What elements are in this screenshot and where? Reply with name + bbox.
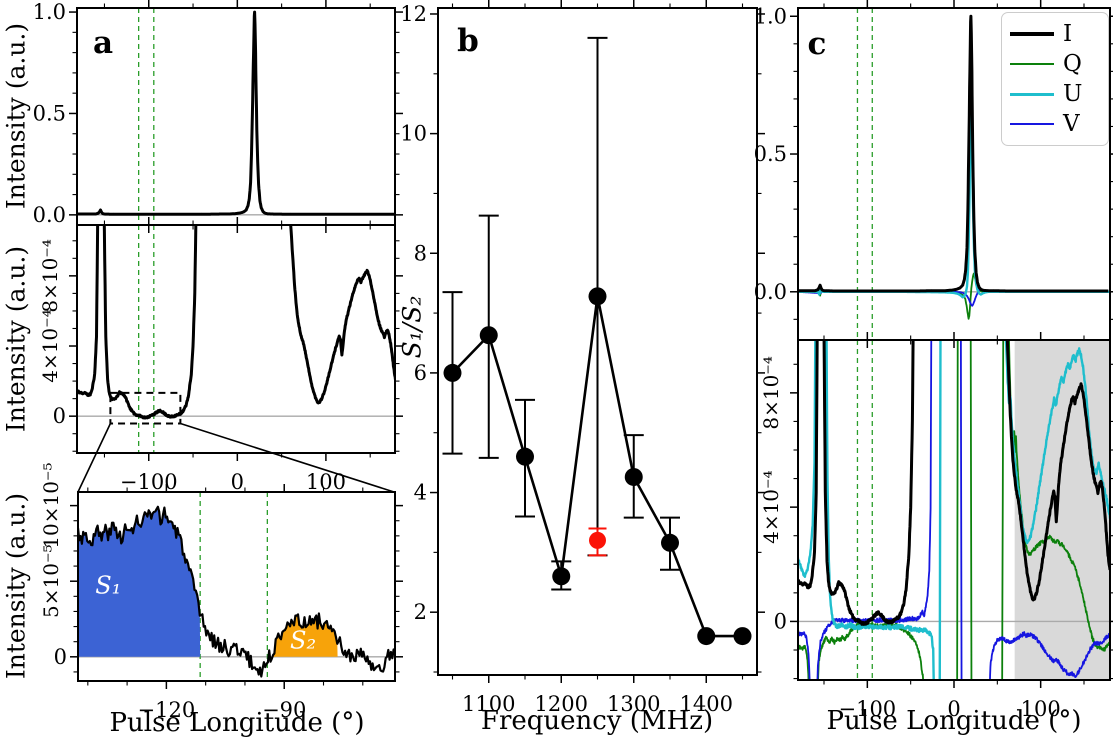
xlabel-a: Pulse Longitude (°)	[109, 708, 365, 738]
panel-a_top: 0.0 0.5 1.0	[33, 0, 403, 233]
legend-item-I: I	[1002, 19, 1108, 49]
svg-text:8×10⁻⁴: 8×10⁻⁴	[759, 356, 783, 430]
svg-text:1.0: 1.0	[33, 0, 66, 24]
svg-text:4×10⁻⁴: 4×10⁻⁴	[759, 470, 783, 544]
svg-text:8: 8	[414, 241, 427, 265]
svg-text:−90: −90	[262, 698, 306, 722]
panel-b-letter: b	[457, 23, 479, 59]
legend-item-U: U	[1002, 79, 1108, 109]
panel-a-letter: a	[92, 25, 114, 61]
legend-label-V: V	[1063, 111, 1080, 137]
panel-c-letter: c	[807, 26, 827, 62]
xlabel-c: Pulse Longitude (°)	[826, 706, 1082, 736]
svg-text:1300: 1300	[607, 692, 660, 716]
svg-text:4: 4	[414, 481, 427, 505]
panel-a_inset: S₁ S₂ −120 −90 0 5×10⁻⁵10×10⁻⁵	[39, 462, 403, 722]
svg-text:1200: 1200	[535, 692, 588, 716]
panel-c_bot: −100 0 100 0 4×10⁻⁴ 8×10⁻⁴	[759, 332, 1113, 721]
svg-text:8×10⁻⁴: 8×10⁻⁴	[38, 239, 62, 313]
ylabel-a-mid: Intensity (a.u.)	[1, 245, 31, 433]
svg-text:2: 2	[414, 600, 427, 624]
svg-text:1400: 1400	[680, 692, 733, 716]
svg-text:0: 0	[231, 470, 244, 494]
svg-text:12: 12	[400, 2, 427, 26]
legend-line-U	[1010, 92, 1054, 96]
legend: I Q U V	[1001, 12, 1109, 146]
legend-line-I	[1010, 32, 1054, 36]
svg-text:1.0: 1.0	[754, 4, 787, 28]
svg-text:100: 100	[1021, 697, 1061, 721]
svg-text:0: 0	[53, 404, 66, 428]
svg-text:0.5: 0.5	[754, 142, 787, 166]
legend-label-I: I	[1063, 21, 1073, 47]
svg-text:0: 0	[947, 697, 960, 721]
svg-text:−100: −100	[120, 470, 178, 494]
svg-text:0: 0	[54, 645, 67, 669]
svg-text:6: 6	[414, 361, 427, 385]
svg-text:S₂: S₂	[290, 626, 316, 654]
svg-text:0: 0	[774, 609, 787, 633]
svg-text:10×10⁻⁵: 10×10⁻⁵	[39, 462, 63, 548]
svg-text:0.0: 0.0	[33, 203, 66, 227]
svg-text:5×10⁻⁵: 5×10⁻⁵	[39, 544, 63, 618]
legend-label-U: U	[1063, 81, 1083, 107]
legend-line-V	[1010, 123, 1054, 125]
legend-label-Q: Q	[1063, 51, 1082, 77]
legend-item-Q: Q	[1002, 49, 1108, 79]
svg-text:10: 10	[400, 122, 427, 146]
ylabel-a-inset: Intensity (a.u.)	[1, 492, 31, 680]
panel-a_mid: −100 0 100 0 4×10⁻⁴8×10⁻⁴	[38, 217, 403, 494]
panel-b: 1100 1200 1300 1400 2 4 6 8 10 12	[400, 0, 765, 716]
ylabel-a-top: Intensity (a.u.)	[1, 22, 31, 210]
legend-line-Q	[1010, 63, 1054, 65]
svg-text:1100: 1100	[462, 692, 515, 716]
svg-text:0.0: 0.0	[754, 280, 787, 304]
svg-text:−100: −100	[838, 697, 896, 721]
panel-c_top: 0.0 0.5 1.0	[754, 0, 1113, 348]
svg-text:100: 100	[306, 470, 346, 494]
xlabel-b: Frequency (MHz)	[480, 706, 714, 736]
svg-text:S₁: S₁	[95, 571, 121, 599]
svg-text:0.5: 0.5	[33, 101, 66, 125]
svg-text:4×10⁻⁴: 4×10⁻⁴	[38, 309, 62, 383]
ylabel-b: S₁/S₂	[397, 295, 427, 359]
svg-text:−120: −120	[138, 698, 196, 722]
legend-item-V: V	[1002, 109, 1108, 139]
